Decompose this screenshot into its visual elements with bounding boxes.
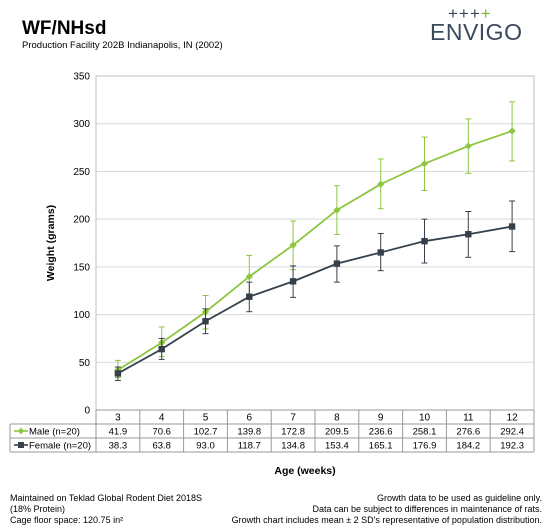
data-label: 258.1: [413, 427, 437, 438]
legend-label: Female (n=20): [29, 441, 91, 452]
footer-right-line: Data can be subject to differences in ma…: [312, 504, 542, 514]
data-label: 139.8: [237, 427, 261, 438]
data-point: [114, 370, 122, 377]
data-label: 41.9: [109, 427, 128, 438]
data-label: 172.8: [281, 427, 305, 438]
series-line: [117, 225, 513, 375]
y-axis-label: Weight (grams): [45, 205, 57, 281]
footer-left-line: Maintained on Teklad Global Rodent Diet …: [10, 493, 202, 503]
logo-plus-icon: ++++: [448, 4, 492, 23]
logo-wordmark: ENVIGO: [430, 19, 523, 45]
data-point: [246, 293, 253, 300]
data-point: [421, 237, 428, 245]
y-tick-label: 350: [73, 72, 90, 83]
data-label: 165.1: [369, 441, 393, 452]
data-label: 38.3: [109, 441, 128, 452]
series-line: [117, 130, 513, 371]
data-label: 70.6: [152, 427, 171, 438]
chart-subtitle: Production Facility 202B Indianapolis, I…: [22, 40, 223, 51]
data-point: [464, 142, 472, 150]
data-label: 192.3: [500, 441, 524, 452]
footer-right-line: Growth data to be used as guideline only…: [377, 493, 542, 503]
data-label: 134.8: [281, 441, 305, 452]
y-tick-label: 0: [84, 406, 90, 417]
legend-marker: [18, 442, 24, 448]
footer-left-line: (18% Protein): [10, 504, 66, 514]
data-point: [202, 318, 209, 325]
data-point: [333, 260, 341, 267]
data-point: [508, 127, 516, 135]
y-tick-label: 50: [79, 358, 91, 369]
footer-diet-note: Maintained on Teklad Global Rodent Diet …: [10, 493, 202, 526]
data-label: 176.9: [413, 441, 437, 452]
data-point: [508, 223, 516, 230]
y-tick-label: 100: [73, 310, 90, 321]
data-label: 209.5: [325, 427, 349, 438]
legend-label: Male (n=20): [29, 427, 80, 438]
data-label: 153.4: [325, 441, 349, 452]
data-label: 93.0: [196, 441, 215, 452]
x-tick-label: 5: [203, 413, 209, 424]
data-label: 118.7: [238, 441, 261, 452]
data-point: [245, 272, 253, 281]
legend-marker: [17, 427, 25, 435]
chart-title: WF/NHsd: [22, 18, 107, 39]
x-tick-label: 7: [290, 413, 296, 424]
data-label: 184.2: [456, 441, 480, 452]
x-tick-label: 3: [115, 413, 121, 424]
footer-disclaimer: Growth data to be used as guideline only…: [232, 493, 542, 526]
data-point: [465, 231, 472, 238]
x-tick-label: 9: [378, 413, 384, 424]
y-tick-label: 150: [73, 262, 90, 273]
envigo-logo: ++++ ENVIGO: [430, 4, 530, 45]
x-tick-label: 11: [463, 413, 474, 424]
data-label: 102.7: [194, 427, 218, 438]
data-point: [289, 241, 297, 249]
x-tick-label: 4: [159, 413, 165, 424]
y-tick-label: 300: [73, 119, 90, 130]
data-label: 63.8: [152, 441, 171, 452]
data-label: 236.6: [369, 427, 393, 438]
data-point: [289, 278, 297, 285]
data-point: [420, 160, 429, 168]
x-tick-label: 12: [507, 413, 519, 424]
data-point: [333, 206, 341, 214]
y-tick-label: 200: [73, 215, 90, 226]
x-axis-label: Age (weeks): [274, 465, 335, 477]
footer-left-line: Cage floor space: 120.75 in²: [10, 515, 124, 525]
x-tick-label: 10: [419, 413, 431, 424]
data-label: 292.4: [500, 427, 524, 438]
x-tick-label: 6: [247, 413, 253, 424]
data-point: [158, 345, 165, 353]
x-tick-label: 8: [334, 413, 340, 424]
data-point: [377, 249, 384, 256]
footer-right-line: Growth chart includes mean ± 2 SD's repr…: [231, 515, 542, 525]
y-tick-label: 250: [73, 167, 90, 178]
data-label: 276.6: [456, 427, 480, 438]
data-point: [377, 180, 385, 188]
